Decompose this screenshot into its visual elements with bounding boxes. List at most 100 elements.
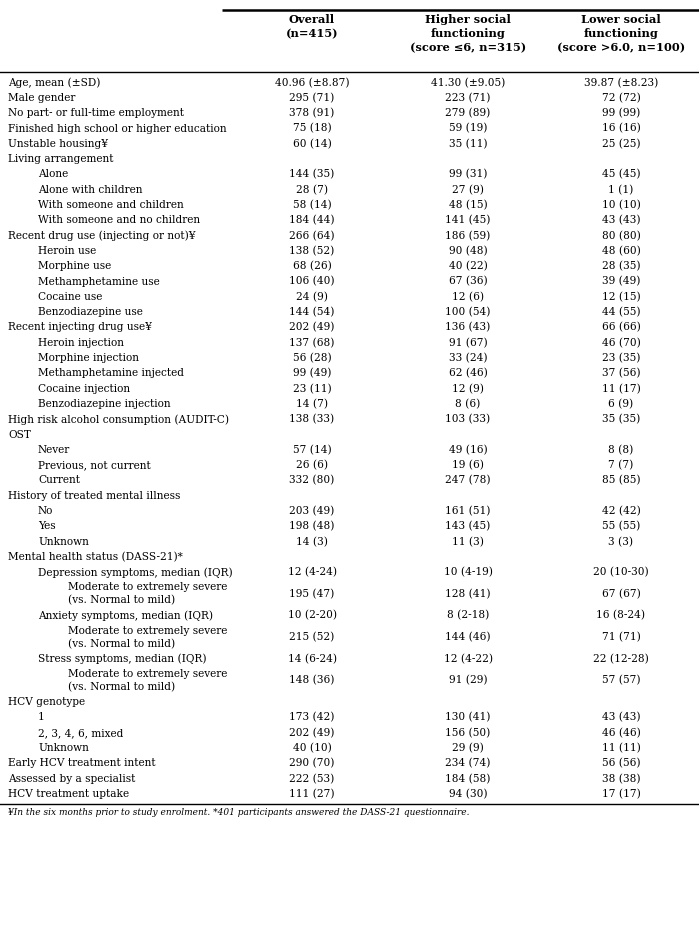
Text: 40.96 (±8.87): 40.96 (±8.87) xyxy=(275,78,350,88)
Text: Overall
(n=415): Overall (n=415) xyxy=(286,14,338,39)
Text: 19 (6): 19 (6) xyxy=(452,460,484,470)
Text: Age, mean (±SD): Age, mean (±SD) xyxy=(8,78,101,88)
Text: Recent drug use (injecting or not)¥: Recent drug use (injecting or not)¥ xyxy=(8,230,196,240)
Text: Alone with children: Alone with children xyxy=(38,185,143,195)
Text: 198 (48): 198 (48) xyxy=(289,521,335,532)
Text: 184 (58): 184 (58) xyxy=(445,773,491,783)
Text: Early HCV treatment intent: Early HCV treatment intent xyxy=(8,758,156,769)
Text: 2, 3, 4, 6, mixed: 2, 3, 4, 6, mixed xyxy=(38,728,124,738)
Text: ¥In the six months prior to study enrolment. *401 participants answered the DASS: ¥In the six months prior to study enrolm… xyxy=(8,808,470,817)
Text: 14 (7): 14 (7) xyxy=(296,399,328,409)
Text: Recent injecting drug use¥: Recent injecting drug use¥ xyxy=(8,323,152,332)
Text: 45 (45): 45 (45) xyxy=(602,169,640,179)
Text: 11 (17): 11 (17) xyxy=(602,384,640,394)
Text: High risk alcohol consumption (AUDIT-C): High risk alcohol consumption (AUDIT-C) xyxy=(8,414,229,425)
Text: History of treated mental illness: History of treated mental illness xyxy=(8,491,180,500)
Text: Unstable housing¥: Unstable housing¥ xyxy=(8,139,108,149)
Text: Never: Never xyxy=(38,445,71,455)
Text: 128 (41): 128 (41) xyxy=(445,588,491,599)
Text: 11 (11): 11 (11) xyxy=(602,743,640,753)
Text: 67 (36): 67 (36) xyxy=(449,277,487,287)
Text: 144 (54): 144 (54) xyxy=(289,307,335,317)
Text: 3 (3): 3 (3) xyxy=(609,536,633,547)
Text: 10 (4-19): 10 (4-19) xyxy=(444,567,492,577)
Text: 12 (4-24): 12 (4-24) xyxy=(287,567,336,577)
Text: 67 (67): 67 (67) xyxy=(602,588,640,599)
Text: 24 (9): 24 (9) xyxy=(296,291,328,302)
Text: 42 (42): 42 (42) xyxy=(602,506,640,516)
Text: 57 (57): 57 (57) xyxy=(602,675,640,685)
Text: 143 (45): 143 (45) xyxy=(445,521,491,532)
Text: 7 (7): 7 (7) xyxy=(608,460,633,470)
Text: Living arrangement: Living arrangement xyxy=(8,154,113,164)
Text: Methamphetamine injected: Methamphetamine injected xyxy=(38,368,184,378)
Text: Finished high school or higher education: Finished high school or higher education xyxy=(8,124,226,133)
Text: 8 (8): 8 (8) xyxy=(608,445,633,455)
Text: 43 (43): 43 (43) xyxy=(602,216,640,226)
Text: 1: 1 xyxy=(38,712,45,722)
Text: Depression symptoms, median (IQR): Depression symptoms, median (IQR) xyxy=(38,567,233,577)
Text: Lower social
functioning
(score >6.0, n=100): Lower social functioning (score >6.0, n=… xyxy=(557,14,685,54)
Text: 11 (3): 11 (3) xyxy=(452,536,484,547)
Text: No part- or full-time employment: No part- or full-time employment xyxy=(8,108,184,118)
Text: With someone and children: With someone and children xyxy=(38,200,184,210)
Text: Current: Current xyxy=(38,475,80,486)
Text: 99 (99): 99 (99) xyxy=(602,108,640,118)
Text: 279 (89): 279 (89) xyxy=(445,108,491,118)
Text: 215 (52): 215 (52) xyxy=(289,632,335,642)
Text: 161 (51): 161 (51) xyxy=(445,506,491,516)
Text: 6 (9): 6 (9) xyxy=(608,399,633,409)
Text: 58 (14): 58 (14) xyxy=(293,200,331,210)
Text: 144 (46): 144 (46) xyxy=(445,632,491,642)
Text: 68 (26): 68 (26) xyxy=(293,261,331,271)
Text: 40 (22): 40 (22) xyxy=(449,261,487,271)
Text: 38 (38): 38 (38) xyxy=(602,773,640,783)
Text: 44 (55): 44 (55) xyxy=(602,307,640,317)
Text: 48 (60): 48 (60) xyxy=(602,246,640,256)
Text: 99 (49): 99 (49) xyxy=(293,368,331,378)
Text: 46 (46): 46 (46) xyxy=(602,728,640,738)
Text: 46 (70): 46 (70) xyxy=(602,338,640,348)
Text: 20 (10-30): 20 (10-30) xyxy=(593,567,649,577)
Text: 55 (55): 55 (55) xyxy=(602,521,640,532)
Text: 39 (49): 39 (49) xyxy=(602,277,640,287)
Text: 266 (64): 266 (64) xyxy=(289,230,335,240)
Text: 12 (15): 12 (15) xyxy=(602,291,640,302)
Text: 49 (16): 49 (16) xyxy=(449,445,487,455)
Text: 137 (68): 137 (68) xyxy=(289,338,335,348)
Text: 75 (18): 75 (18) xyxy=(293,123,331,134)
Text: HCV treatment uptake: HCV treatment uptake xyxy=(8,789,129,799)
Text: Stress symptoms, median (IQR): Stress symptoms, median (IQR) xyxy=(38,654,206,664)
Text: Assessed by a specialist: Assessed by a specialist xyxy=(8,773,136,783)
Text: 72 (72): 72 (72) xyxy=(602,92,640,103)
Text: 8 (6): 8 (6) xyxy=(455,399,481,409)
Text: 234 (74): 234 (74) xyxy=(445,758,491,769)
Text: 103 (33): 103 (33) xyxy=(445,414,491,425)
Text: 10 (2-20): 10 (2-20) xyxy=(287,610,336,621)
Text: 12 (6): 12 (6) xyxy=(452,291,484,302)
Text: 28 (35): 28 (35) xyxy=(602,261,640,271)
Text: 202 (49): 202 (49) xyxy=(289,322,335,333)
Text: Moderate to extremely severe
(vs. Normal to mild): Moderate to extremely severe (vs. Normal… xyxy=(68,669,227,692)
Text: Higher social
functioning
(score ≤6, n=315): Higher social functioning (score ≤6, n=3… xyxy=(410,14,526,54)
Text: 66 (66): 66 (66) xyxy=(602,322,640,333)
Text: 202 (49): 202 (49) xyxy=(289,728,335,738)
Text: OST: OST xyxy=(8,429,31,439)
Text: 80 (80): 80 (80) xyxy=(602,230,640,240)
Text: 29 (9): 29 (9) xyxy=(452,743,484,753)
Text: 33 (24): 33 (24) xyxy=(449,353,487,364)
Text: 56 (56): 56 (56) xyxy=(602,758,640,769)
Text: 141 (45): 141 (45) xyxy=(445,216,491,226)
Text: 186 (59): 186 (59) xyxy=(445,230,491,240)
Text: 106 (40): 106 (40) xyxy=(289,277,335,287)
Text: 39.87 (±8.23): 39.87 (±8.23) xyxy=(584,78,658,88)
Text: 85 (85): 85 (85) xyxy=(602,475,640,486)
Text: 48 (15): 48 (15) xyxy=(449,200,487,210)
Text: 156 (50): 156 (50) xyxy=(445,728,491,738)
Text: Benzodiazepine injection: Benzodiazepine injection xyxy=(38,399,171,409)
Text: 222 (53): 222 (53) xyxy=(289,773,335,783)
Text: 16 (8-24): 16 (8-24) xyxy=(596,610,645,621)
Text: 8 (2-18): 8 (2-18) xyxy=(447,610,489,621)
Text: 247 (78): 247 (78) xyxy=(445,475,491,486)
Text: Moderate to extremely severe
(vs. Normal to mild): Moderate to extremely severe (vs. Normal… xyxy=(68,625,227,648)
